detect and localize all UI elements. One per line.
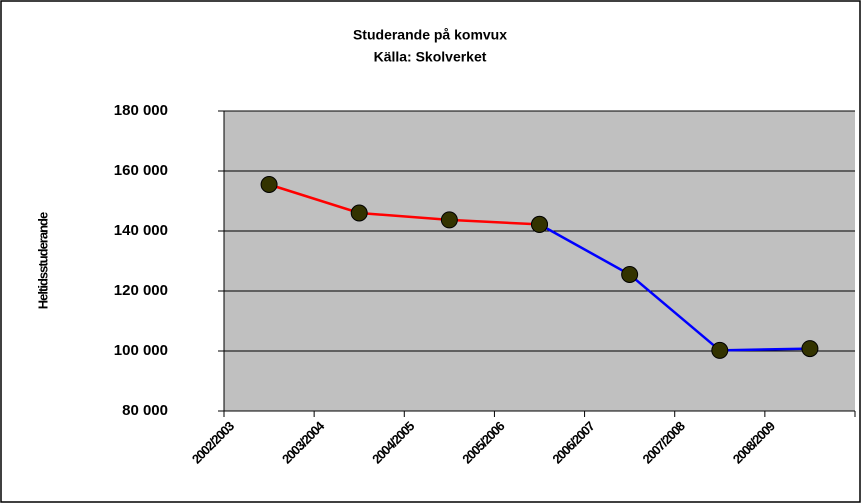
marker	[801, 340, 819, 358]
line	[538, 223, 810, 352]
chart-title: Studerande på komvux	[353, 27, 507, 43]
marker	[260, 176, 278, 193]
line	[268, 183, 540, 226]
y-tick-label: 180 000	[114, 102, 168, 119]
y-tick-label: 80 000	[122, 402, 168, 419]
plot-area	[224, 111, 855, 411]
y-tick-label: 140 000	[114, 222, 168, 239]
y-tick-label: 120 000	[114, 282, 168, 299]
marker	[531, 215, 548, 233]
marker	[440, 211, 458, 229]
y-tick-label: 160 000	[114, 162, 168, 179]
y-tick-label: 100 000	[114, 342, 168, 359]
marker	[711, 341, 729, 359]
chart-subtitle: Källa: Skolverket	[374, 49, 487, 65]
marker	[621, 266, 639, 283]
marker	[350, 204, 368, 222]
y-axis-label: Heltidsstuderande	[35, 212, 50, 309]
